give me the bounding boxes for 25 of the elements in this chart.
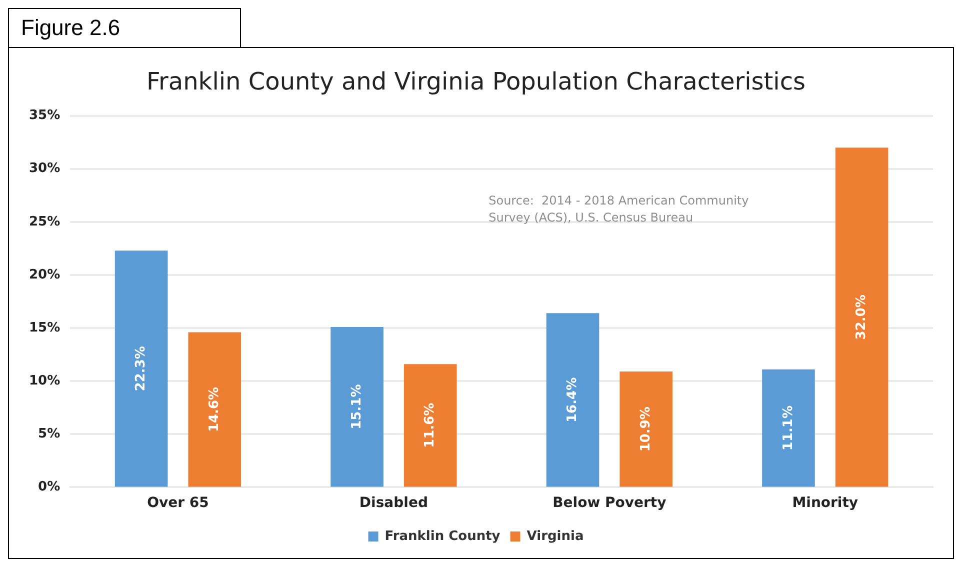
y-tick-label: 20% (28, 267, 60, 282)
legend-label: Virginia (526, 528, 584, 544)
y-tick-label: 25% (28, 214, 60, 230)
x-tick-label: Disabled (359, 495, 428, 512)
data-label: 15.1% (349, 384, 364, 430)
x-tick-label: Over 65 (147, 495, 209, 512)
caption: Figure 2.6 (8, 8, 242, 47)
y-tick-label: 0% (38, 480, 60, 495)
x-tick-label: Below Poverty (552, 495, 666, 512)
y-tick-label: 10% (28, 373, 60, 388)
legend-label: Franklin County (384, 528, 501, 544)
data-label: 14.6% (207, 386, 222, 432)
data-label: 11.1% (780, 406, 796, 451)
data-label: 16.4% (565, 377, 580, 422)
annotation: Source: 2014 - 2018 American Community Survey (ACS), U.S. Census Bureau (488, 194, 749, 225)
y-tick-label: 15% (28, 320, 60, 336)
data-label: 32.0% (854, 294, 870, 340)
chart-title: Franklin County and Virginia Population Characteristics (146, 68, 806, 96)
data-label: 22.3% (134, 346, 149, 392)
data-label: 11.6% (422, 402, 438, 448)
y-tick-label: 5% (38, 426, 60, 442)
y-tick-label: 35% (28, 108, 60, 124)
data-label: 10.9% (638, 406, 654, 452)
y-tick-label: 30% (28, 161, 60, 176)
x-tick-label: Minority (792, 495, 858, 512)
